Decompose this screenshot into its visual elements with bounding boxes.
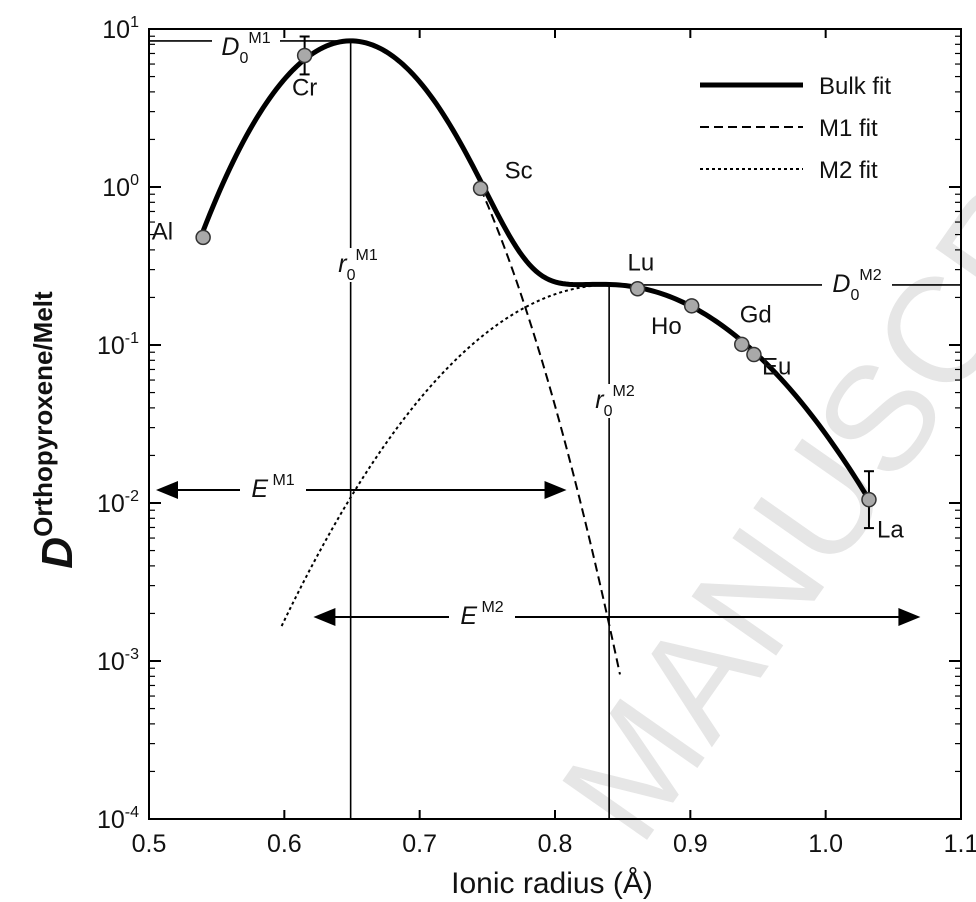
point-label: Gd bbox=[740, 301, 772, 328]
y-tick-label: 10-2 bbox=[97, 488, 139, 518]
y-tick-base: 10 bbox=[97, 490, 125, 518]
d0-m2-label: D0M2 bbox=[832, 267, 881, 304]
d0-m1-label-base: D bbox=[221, 33, 239, 61]
y-tick-label: 10-1 bbox=[97, 330, 139, 360]
d0-m1-label: D0M1 bbox=[221, 30, 270, 67]
d0-m2-label-base: D bbox=[832, 270, 850, 298]
m1-fit-line bbox=[479, 187, 621, 675]
data-point bbox=[472, 180, 489, 197]
point-label: Ho bbox=[651, 313, 682, 340]
r0-m2-label-sup: M2 bbox=[613, 383, 635, 400]
point-label: Sc bbox=[505, 157, 533, 184]
y-tick-exp: -4 bbox=[125, 804, 139, 821]
e-m1-arrow-head-left bbox=[156, 481, 178, 499]
r0-m1-label-bg bbox=[333, 248, 383, 282]
y-tick-exp: -1 bbox=[125, 330, 139, 347]
e-m2-label: E M2 bbox=[460, 599, 503, 630]
y-tick-base: 10 bbox=[102, 16, 130, 44]
y-tick-label: 10-3 bbox=[97, 646, 139, 676]
y-tick-exp: 0 bbox=[130, 172, 139, 189]
r0-m2-label: r0M2 bbox=[595, 383, 635, 420]
e-m1-arrow-head-right bbox=[544, 481, 567, 499]
y-axis-title-main: D bbox=[33, 537, 82, 569]
x-tick-label: 0.8 bbox=[538, 830, 573, 858]
plot-area: 0.5 0.6 0.7 0.8 0.9 1.0 1.110110010-110-210-31… bbox=[97, 14, 976, 858]
y-axis-title: DOrthopyroxene/Melt bbox=[28, 291, 82, 569]
r0-m1-label-base: r bbox=[338, 250, 348, 278]
y-axis-title-sup: Orthopyroxene/Melt bbox=[28, 291, 58, 537]
point-label: Lu bbox=[628, 250, 655, 277]
y-tick-base: 10 bbox=[97, 806, 125, 834]
y-tick-base: 10 bbox=[97, 648, 125, 676]
point-label: Al bbox=[152, 218, 173, 245]
d0-m2-label-sub: 0 bbox=[850, 287, 859, 304]
e-m2-label-bg bbox=[449, 600, 515, 634]
r0-m2-label-base: r bbox=[595, 386, 605, 414]
data-point bbox=[746, 346, 762, 363]
r0-m1-label-sub: 0 bbox=[347, 267, 356, 284]
e-m1-label-bg bbox=[240, 473, 306, 507]
d0-m2-label-bg bbox=[822, 268, 892, 302]
x-tick-label: 0.5 bbox=[132, 830, 167, 858]
x-tick-label: 0.9 bbox=[673, 830, 708, 858]
y-tick-exp: 1 bbox=[130, 14, 139, 31]
y-tick-base: 10 bbox=[97, 332, 125, 360]
point-label: La bbox=[877, 517, 904, 544]
r0-m1-label: r0M1 bbox=[338, 247, 378, 284]
y-tick-exp: -2 bbox=[125, 488, 139, 505]
data-point bbox=[861, 491, 877, 508]
x-tick-label: 0.6 bbox=[267, 830, 302, 858]
legend-label: M2 fit bbox=[819, 157, 878, 184]
m2-fit-line bbox=[280, 283, 610, 627]
x-tick-label: 1.1 bbox=[944, 830, 976, 858]
e-m1-label-sup: M1 bbox=[268, 472, 295, 489]
legend: Bulk fit M1 fit M2 fit bbox=[700, 73, 891, 184]
data-point bbox=[683, 298, 700, 314]
point-label: Cr bbox=[292, 74, 317, 101]
e-m2-label-sup: M2 bbox=[477, 599, 504, 616]
e-m2-label-base: E bbox=[460, 602, 477, 630]
d0-m1-label-sub: 0 bbox=[239, 50, 248, 67]
data-point bbox=[734, 336, 750, 353]
data-point bbox=[195, 229, 211, 246]
y-tick-label: 100 bbox=[102, 172, 139, 202]
x-axis-title: Ionic radius (Å) bbox=[451, 867, 653, 900]
legend-label: Bulk fit bbox=[819, 73, 891, 100]
r0-m1-label-sup: M1 bbox=[356, 247, 378, 264]
e-m2-arrow-head-left bbox=[313, 608, 336, 626]
svg-text:DOrthopyroxene/Melt: DOrthopyroxene/Melt bbox=[28, 291, 82, 569]
y-tick-label: 10-4 bbox=[97, 804, 139, 834]
legend-label: M1 fit bbox=[819, 115, 878, 142]
x-tick-label: 0.7 bbox=[402, 830, 437, 858]
d0-m2-label-sup: M2 bbox=[859, 267, 881, 284]
data-point bbox=[296, 47, 313, 64]
e-m2-arrow-head-right bbox=[898, 608, 921, 626]
r0-m2-label-sub: 0 bbox=[604, 403, 613, 420]
y-tick-label: 101 bbox=[102, 14, 139, 44]
e-m1-label: E M1 bbox=[251, 472, 294, 503]
y-tick-exp: -3 bbox=[125, 646, 139, 663]
x-tick-label: 1.0 bbox=[808, 830, 843, 858]
watermark: MANUSCRIPT bbox=[529, 0, 976, 868]
point-label: Eu bbox=[762, 354, 791, 381]
data-point bbox=[629, 280, 646, 297]
r0-m2-label-bg bbox=[590, 384, 640, 418]
d0-m1-label-bg bbox=[212, 31, 280, 65]
y-tick-base: 10 bbox=[102, 174, 130, 202]
d0-m1-label-sup: M1 bbox=[248, 30, 270, 47]
watermark-text: MANUSCRIPT bbox=[529, 0, 976, 868]
e-m1-label-base: E bbox=[251, 475, 268, 503]
